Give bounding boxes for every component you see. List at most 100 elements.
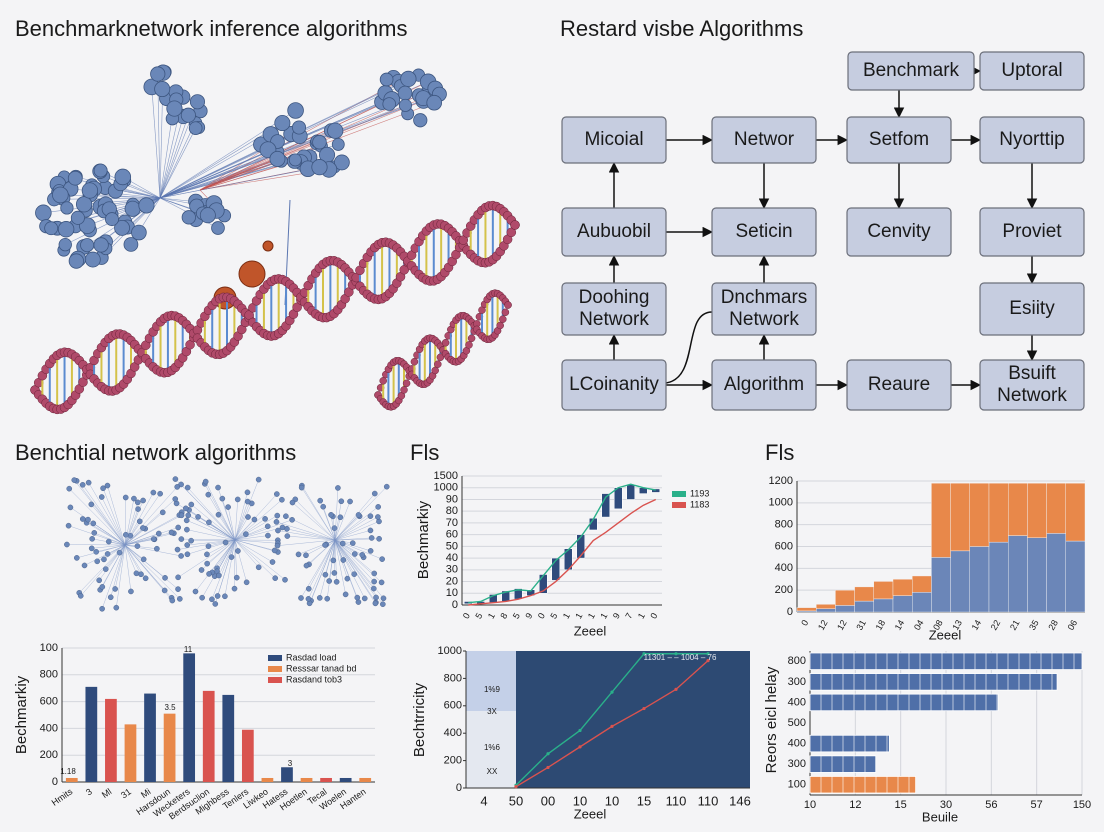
node (205, 491, 212, 498)
legend-swatch (268, 677, 282, 683)
atom (426, 94, 443, 111)
bar (163, 713, 176, 782)
x-tick-label: 3 (84, 786, 94, 797)
y-tick-label: 1500 (434, 470, 458, 482)
x-tick-label: 1 (586, 611, 597, 620)
atom (58, 237, 72, 252)
link (234, 539, 276, 579)
atom (150, 66, 166, 82)
node (361, 595, 368, 602)
flow-node (846, 116, 952, 164)
x-tick-label: 1 (561, 611, 572, 620)
atom (104, 212, 119, 227)
bead (431, 366, 439, 375)
node (214, 593, 221, 599)
y-tick-label: 200 (775, 584, 793, 596)
x-tick-label: 110 (698, 793, 719, 808)
range-box (626, 483, 635, 500)
node (367, 548, 374, 554)
bar (202, 690, 215, 782)
link (124, 538, 154, 546)
atom (131, 224, 147, 241)
bead (510, 220, 520, 230)
x-tick-label: Ml (100, 786, 114, 800)
link (234, 493, 278, 541)
link (308, 539, 336, 599)
node (255, 564, 262, 571)
x-tick-label: 31 (119, 786, 133, 800)
node (182, 505, 189, 512)
link (301, 487, 336, 541)
node (340, 557, 347, 563)
atom (292, 120, 307, 135)
bead (402, 379, 411, 388)
x-tick-label: 5 (473, 611, 484, 620)
node (128, 588, 134, 595)
link (82, 484, 126, 546)
node (303, 552, 309, 559)
node-label: Cenvity (867, 221, 931, 242)
bar-segment (931, 482, 951, 558)
node (330, 557, 337, 564)
y-tick-label: 300 (788, 758, 806, 770)
x-tick-label: Mi (139, 786, 153, 800)
y-tick-label: 100 (40, 642, 58, 654)
y-tick-label: 80 (446, 505, 458, 517)
bar (124, 724, 137, 782)
range-box (539, 574, 548, 594)
node (157, 490, 163, 497)
node (178, 553, 184, 559)
flow-node (979, 51, 1085, 91)
link (334, 501, 351, 541)
atom (114, 168, 132, 186)
bar (809, 776, 917, 794)
bar-segment (912, 575, 932, 593)
node (215, 511, 222, 518)
node (184, 542, 191, 548)
link (68, 525, 126, 546)
x-axis-label: Zeeel (574, 806, 607, 821)
atom (288, 153, 302, 167)
link (234, 516, 249, 541)
x-tick-label: 12 (816, 618, 830, 632)
link (277, 530, 336, 541)
link (79, 544, 126, 593)
legend-label: Resssar tanad bd (286, 663, 357, 673)
atom (35, 204, 52, 222)
node (324, 595, 331, 602)
node (244, 498, 251, 505)
x-tick-label: 10 (605, 793, 619, 808)
bar-segment (1046, 482, 1066, 534)
y-tick-label: 20 (446, 575, 458, 587)
bar-segment (1008, 535, 1028, 613)
link (92, 538, 126, 546)
atom (154, 81, 171, 98)
atom (70, 210, 85, 225)
link (159, 78, 409, 199)
atom (75, 196, 93, 213)
bead (434, 360, 442, 368)
node (264, 523, 271, 530)
bar-segment (816, 604, 836, 609)
atom (269, 150, 286, 167)
y-axis-label: Bechmarkiy (415, 500, 432, 579)
point (674, 652, 678, 656)
y-axis-label: Bechmarkiy (13, 675, 30, 754)
bead (499, 315, 507, 323)
node (338, 498, 345, 505)
link (234, 539, 278, 544)
link (76, 544, 126, 559)
node (317, 497, 323, 504)
link (334, 516, 378, 541)
bar (65, 777, 78, 782)
line (468, 498, 657, 606)
atom (311, 159, 328, 176)
y-tick-label: 90 (446, 493, 458, 505)
node (380, 595, 387, 602)
y-tick-label: 200 (40, 749, 58, 761)
x-tick-label: 13 (950, 618, 964, 632)
link (334, 515, 371, 541)
point (706, 658, 710, 663)
x-tick-label: 0 (536, 611, 547, 620)
link (82, 518, 126, 546)
